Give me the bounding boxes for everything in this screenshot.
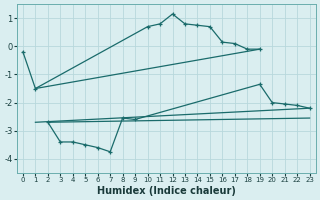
X-axis label: Humidex (Indice chaleur): Humidex (Indice chaleur) <box>97 186 236 196</box>
